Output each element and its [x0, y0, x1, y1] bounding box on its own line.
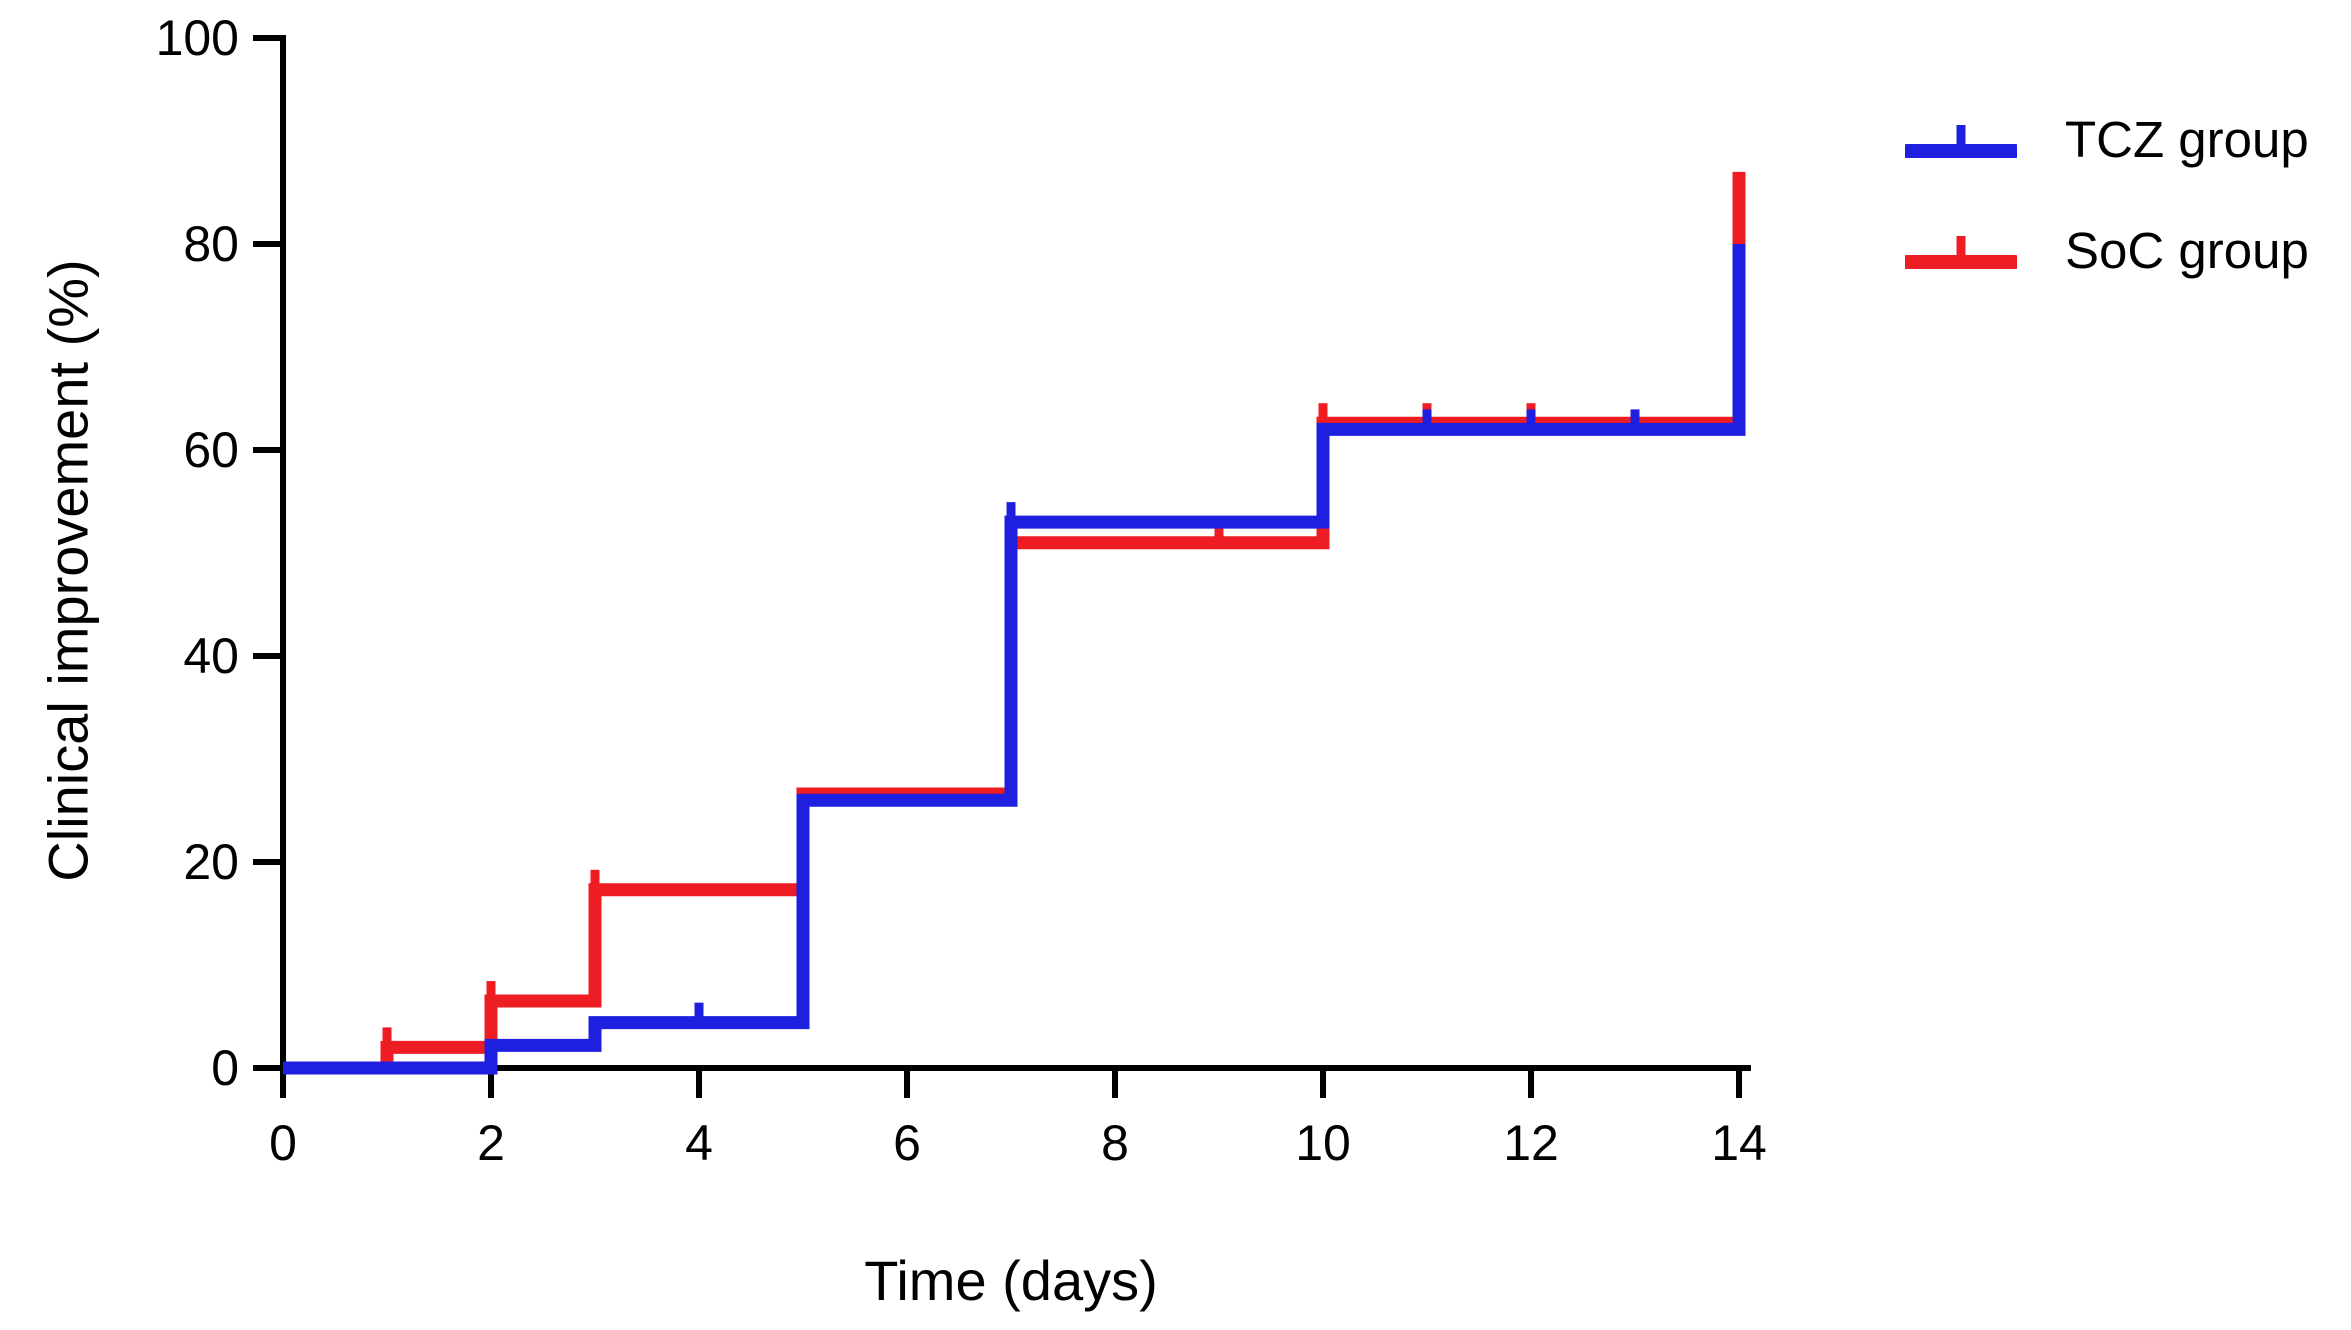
x-tick-label: 2	[477, 1115, 505, 1171]
x-tick-label: 6	[893, 1115, 921, 1171]
y-axis-title: Clinical improvement (%)	[36, 259, 100, 882]
series-line-tcz-group	[283, 244, 1746, 1075]
y-tick-label: 0	[211, 1040, 239, 1096]
legend: TCZ group SoC group	[1905, 110, 2309, 280]
x-axis-title: Time (days)	[864, 1249, 1158, 1312]
legend-label-tcz: TCZ group	[2065, 111, 2309, 168]
x-tick-label: 4	[685, 1115, 713, 1171]
y-tick-label: 20	[183, 834, 239, 890]
x-tick-label: 12	[1503, 1115, 1559, 1171]
x-tick-label: 0	[269, 1115, 297, 1171]
y-tick-label: 60	[183, 422, 239, 478]
tcz-line-symbol-icon	[1905, 124, 2017, 158]
x-tick-label: 14	[1711, 1115, 1767, 1171]
x-tick-label: 8	[1101, 1115, 1129, 1171]
x-tick-label: 10	[1295, 1115, 1351, 1171]
y-tick-label: 80	[183, 216, 239, 272]
legend-item-soc: SoC group	[1905, 221, 2309, 280]
y-tick-label: 40	[183, 628, 239, 684]
soc-line-symbol-icon	[1905, 235, 2017, 269]
legend-label-soc: SoC group	[2065, 222, 2309, 279]
legend-item-tcz: TCZ group	[1905, 110, 2309, 169]
y-tick-label: 100	[156, 10, 239, 66]
